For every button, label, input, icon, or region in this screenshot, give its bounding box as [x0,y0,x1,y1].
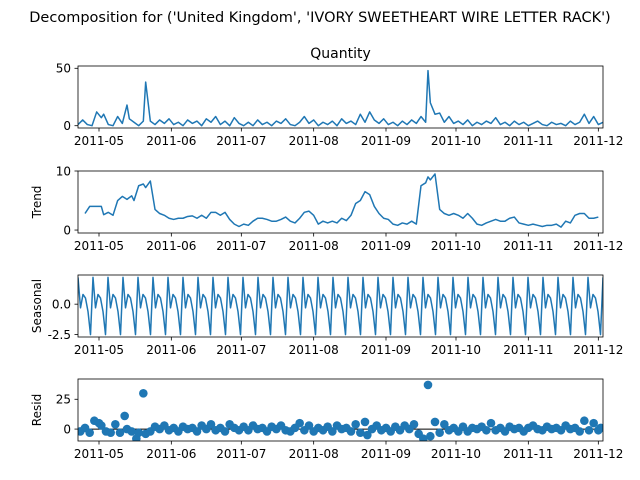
x-tick-label: 2011-08 [289,239,339,253]
x-tick-label: 2011-10 [431,343,481,357]
axes-frame [77,378,604,442]
resid-point [435,428,444,437]
x-tick-label: 2011-08 [289,134,339,148]
resid-point [575,427,584,436]
x-tick-label: 2011-08 [289,343,339,357]
x-tick-label: 2011-12 [573,239,623,253]
resid-point [363,430,372,440]
plot-area [84,173,599,228]
x-tick-label: 2011-06 [146,447,196,461]
series-line [84,173,599,228]
x-tick-label: 2011-06 [146,343,196,357]
axes-frame [77,65,604,129]
resid-point [328,427,337,436]
resid-point [220,427,230,436]
resid-point [440,420,449,429]
resid-point [356,428,365,437]
series-line [78,276,603,336]
resid-point [295,418,304,428]
resid-point [192,427,202,436]
x-tick-label: 2011-09 [361,239,411,253]
panels-group: Quantity 0 50 2011-05 2011-06 2011-07 2011-08 2… [30,46,623,461]
x-tick-label: 2011-09 [361,134,411,148]
resid-point [206,420,216,429]
resid-point [589,418,598,428]
x-tick-label: 2011-12 [573,343,623,357]
y-tick-label: 0 [63,119,71,133]
x-tick-label: 2011-05 [74,343,124,357]
x-tick-label: 2011-06 [146,134,196,148]
panel-4: Resid 0 25 2011-05 2011-06 2011-07 2011-08 2011… [30,378,623,461]
y-tick-label: 10 [56,164,71,178]
x-tick-label: 2011-05 [74,134,124,148]
resid-point [346,427,356,436]
x-tick-label: 2011-12 [573,134,623,148]
x-tick-label: 2011-06 [146,239,196,253]
x-tick-label: 2011-08 [289,447,339,461]
resid-point [351,420,360,429]
resid-point [97,421,106,430]
resid-point [360,417,370,427]
y-tick-label: -2.5 [48,328,71,342]
figure-suptitle: Decomposition for ('United Kingdom', 'IV… [29,10,610,26]
x-tick-label: 2011-10 [431,239,481,253]
resid-point [482,425,491,435]
resid-point [106,428,115,437]
y-axis-label: Trend [30,186,44,220]
panel-title: Quantity [310,46,371,62]
y-tick-label: 25 [56,393,71,407]
resid-point [486,418,496,428]
x-tick-label: 2011-10 [431,447,481,461]
axes-frame [77,274,604,338]
plot-area [78,276,603,336]
series-line [78,69,603,127]
resid-point [419,434,428,441]
axes-frame [77,170,604,234]
panel-2: Trend 0 10 2011-05 2011-06 2011-07 2011-08 2011… [30,164,623,253]
x-tick-label: 2011-10 [431,134,481,148]
resid-point [426,431,435,441]
resid-point [139,389,148,398]
resid-point [596,423,603,433]
panel-1: Quantity 0 50 2011-05 2011-06 2011-07 2011-08 2… [56,46,624,148]
resid-point [115,428,125,437]
resid-point [85,428,94,437]
resid-point [423,380,433,390]
x-tick-label: 2011-09 [361,343,411,357]
x-tick-label: 2011-11 [503,447,553,461]
x-tick-label: 2011-12 [573,447,623,461]
resid-point [120,411,129,421]
plot-area [78,380,603,441]
panel-3: Seasonal -2.5 0.0 2011-05 2011-06 2011-07 2011… [30,274,623,357]
resid-point [111,420,120,429]
x-tick-label: 2011-11 [503,134,553,148]
y-tick-label: 0.0 [52,297,71,311]
x-tick-label: 2011-11 [503,343,553,357]
resid-point [580,416,589,426]
x-tick-label: 2011-07 [216,239,266,253]
resid-point [127,427,136,436]
y-tick-label: 0 [63,422,71,436]
resid-point [430,417,440,427]
resid-point [304,421,314,430]
y-tick-label: 0 [63,223,71,237]
y-tick-label: 50 [56,62,71,76]
plot-area [78,69,603,127]
x-tick-label: 2011-05 [74,447,124,461]
x-tick-label: 2011-07 [216,134,266,148]
resid-point [584,425,594,435]
resid-point [409,420,419,429]
x-tick-label: 2011-07 [216,447,266,461]
x-tick-label: 2011-07 [216,343,266,357]
resid-point [134,428,143,437]
x-tick-label: 2011-05 [74,239,124,253]
x-tick-label: 2011-11 [503,239,553,253]
y-axis-label: Seasonal [30,279,44,333]
y-axis-label: Resid [30,394,44,426]
x-tick-label: 2011-09 [361,447,411,461]
